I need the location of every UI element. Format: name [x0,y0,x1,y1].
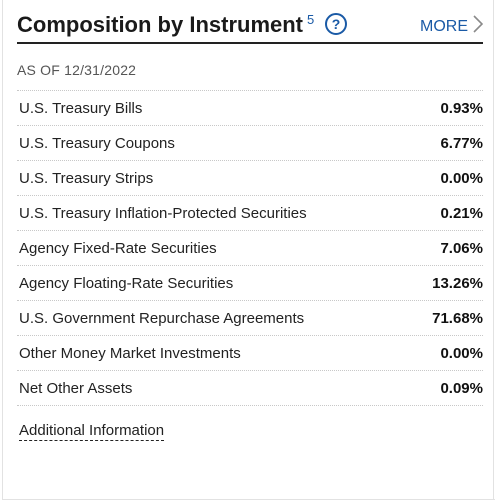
instrument-value: 0.09% [440,379,483,397]
instrument-label: Agency Floating-Rate Securities [19,274,234,292]
card-bottom [3,450,495,500]
list-item: U.S. Treasury Coupons 6.77% [17,126,483,161]
list-item: U.S. Treasury Inflation-Protected Securi… [17,196,483,231]
instrument-value: 6.77% [440,134,483,152]
list-item: Agency Floating-Rate Securities 13.26% [17,266,483,301]
more-link[interactable]: MORE [420,15,484,38]
as-of-date: AS OF 12/31/2022 [17,62,137,78]
instrument-value: 13.26% [432,274,483,292]
list-item: U.S. Treasury Bills 0.93% [17,91,483,126]
instrument-label: U.S. Government Repurchase Agreements [19,309,305,327]
instrument-value: 0.93% [440,99,483,117]
chevron-right-icon [473,15,484,38]
list-item: Net Other Assets 0.09% [17,371,483,406]
instrument-value: 0.00% [440,169,483,187]
instrument-value: 7.06% [440,239,483,257]
instrument-value: 71.68% [432,309,483,327]
instrument-label: Other Money Market Investments [19,344,241,362]
footnote-marker[interactable]: 5 [307,12,315,27]
list-item: U.S. Government Repurchase Agreements 71… [17,301,483,336]
instrument-label: Net Other Assets [19,379,133,397]
instrument-label: U.S. Treasury Coupons [19,134,175,152]
instrument-value: 0.00% [440,344,483,362]
instrument-label: U.S. Treasury Bills [19,99,143,117]
list-item: U.S. Treasury Strips 0.00% [17,161,483,196]
card-header: Composition by Instrument 5 ? MORE [17,8,484,44]
card-title: Composition by Instrument [17,12,303,37]
additional-information-link[interactable]: Additional Information [19,422,165,441]
instrument-label: U.S. Treasury Inflation-Protected Securi… [19,204,307,222]
instrument-label: Agency Fixed-Rate Securities [19,239,217,257]
more-label: MORE [420,18,468,35]
question-circle-icon[interactable]: ? [325,13,347,35]
list-item: Other Money Market Investments 0.00% [17,336,483,371]
composition-list: U.S. Treasury Bills 0.93% U.S. Treasury … [17,90,483,406]
list-item: Agency Fixed-Rate Securities 7.06% [17,231,483,266]
instrument-value: 0.21% [440,204,483,222]
instrument-label: U.S. Treasury Strips [19,169,154,187]
